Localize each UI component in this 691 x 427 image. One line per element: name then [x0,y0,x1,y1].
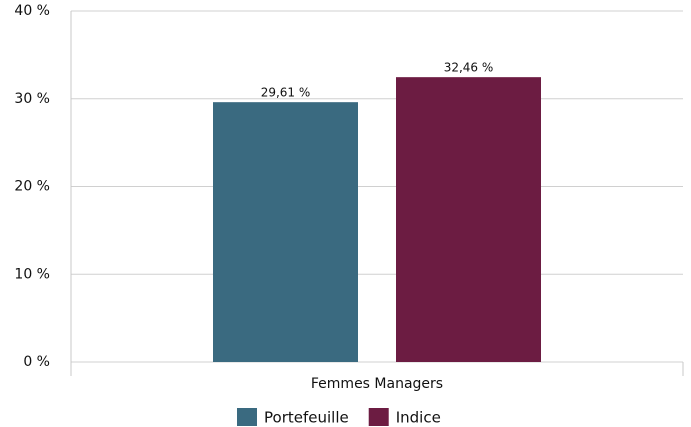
bar [396,77,541,362]
legend-label: Portefeuille [264,409,349,427]
legend-swatch [368,408,389,426]
y-tick-label: 30 % [14,91,50,107]
x-tick-label: Femmes Managers [311,376,443,392]
data-label: 29,61 % [261,86,311,100]
legend-label: Indice [396,409,441,427]
y-tick-label: 0 % [23,354,50,370]
data-label: 32,46 % [444,61,494,75]
bar [213,102,358,363]
legend-swatch [237,408,257,426]
y-tick-label: 20 % [14,179,50,195]
y-tick-label: 10 % [14,266,50,282]
y-tick-label: 40 % [14,3,50,19]
